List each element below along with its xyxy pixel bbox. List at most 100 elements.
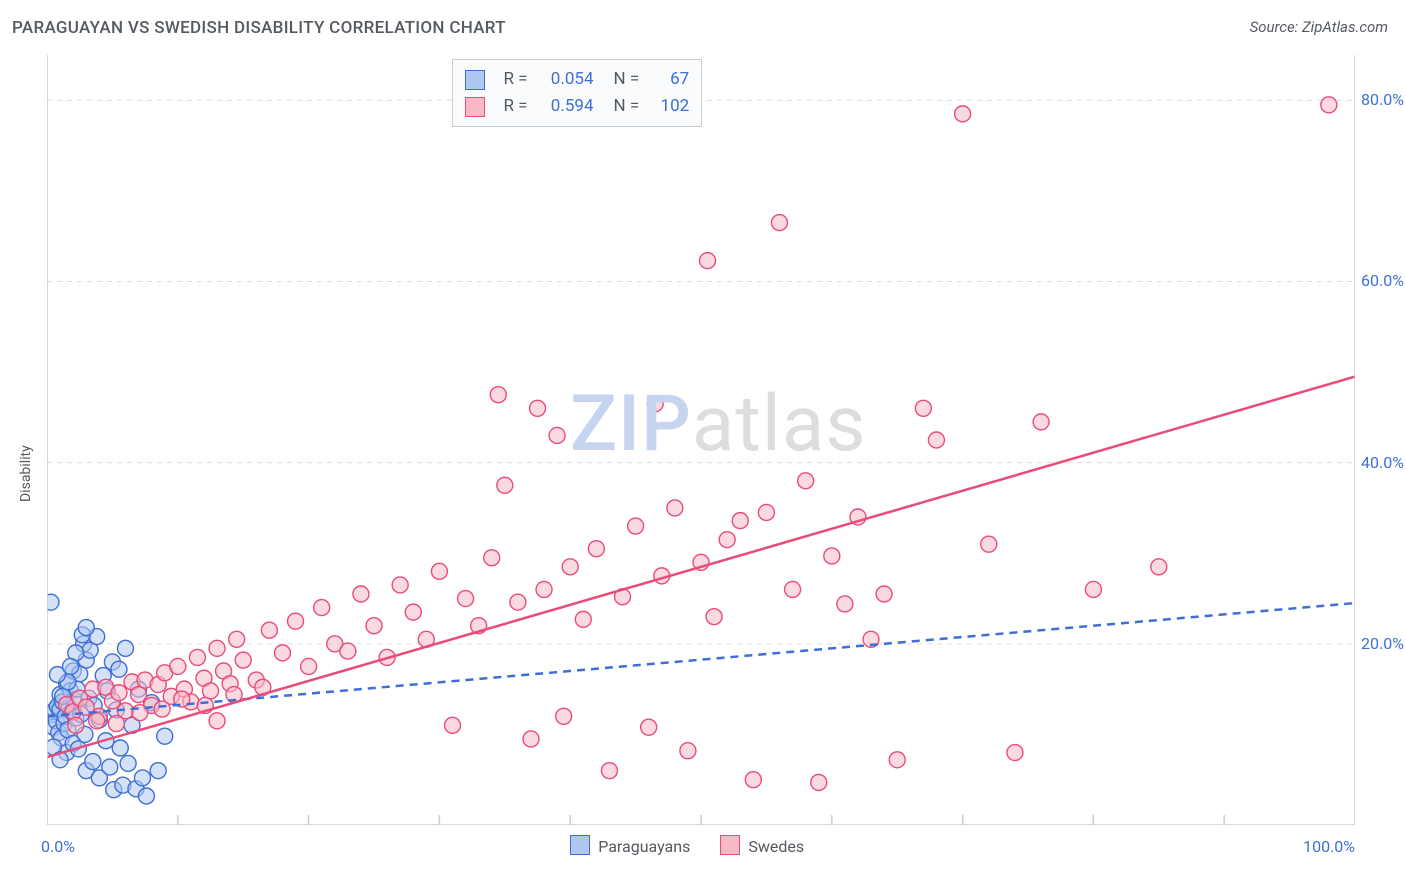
legend-label: Paraguayans — [598, 837, 690, 856]
data-point — [811, 774, 827, 790]
data-point — [111, 685, 127, 701]
data-point — [229, 631, 245, 647]
data-point — [63, 658, 79, 674]
data-point — [157, 728, 173, 744]
data-point — [1033, 414, 1049, 430]
x-tick-label: 0.0% — [41, 837, 75, 856]
legend-item: Paraguayans — [570, 835, 690, 856]
data-point — [536, 581, 552, 597]
data-point — [120, 755, 136, 771]
data-point — [955, 106, 971, 122]
data-point — [235, 652, 251, 668]
data-point — [150, 763, 166, 779]
data-point — [667, 500, 683, 516]
data-point — [47, 594, 59, 610]
r-label: R = — [503, 66, 527, 93]
legend-swatch — [465, 97, 485, 117]
data-point — [117, 640, 133, 656]
legend-label: Swedes — [748, 837, 804, 856]
data-point — [706, 609, 722, 625]
legend-stat-row: R = 0.594 N = 102 — [465, 93, 689, 120]
data-point — [680, 743, 696, 759]
data-point — [431, 563, 447, 579]
chart-title: PARAGUAYAN VS SWEDISH DISABILITY CORRELA… — [12, 18, 506, 38]
n-value: 102 — [649, 93, 689, 120]
y-axis-label: Disability — [18, 445, 34, 502]
data-point — [510, 594, 526, 610]
data-point — [798, 473, 814, 489]
data-point — [138, 788, 154, 804]
data-point — [102, 759, 118, 775]
data-point — [530, 400, 546, 416]
r-value: 0.054 — [538, 66, 594, 93]
data-point — [353, 586, 369, 602]
data-point — [588, 541, 604, 557]
data-point — [928, 432, 944, 448]
series-legend: Paraguayans Swedes — [570, 835, 804, 856]
data-point — [340, 643, 356, 659]
data-point — [189, 649, 205, 665]
data-point — [1007, 745, 1023, 761]
data-point — [85, 754, 101, 770]
data-point — [111, 661, 127, 677]
data-point — [490, 387, 506, 403]
data-point — [732, 513, 748, 529]
x-tick-label: 100.0% — [1303, 837, 1355, 856]
data-point — [68, 717, 84, 733]
data-point — [1151, 559, 1167, 575]
data-point — [288, 613, 304, 629]
data-point — [89, 713, 105, 729]
data-point — [1321, 97, 1337, 113]
y-tick-label: 60.0% — [1361, 271, 1404, 290]
r-label: R = — [503, 93, 527, 120]
y-tick-label: 20.0% — [1361, 634, 1404, 653]
data-point — [112, 740, 128, 756]
data-point — [444, 717, 460, 733]
y-tick-label: 80.0% — [1361, 90, 1404, 109]
data-point — [641, 719, 657, 735]
scatter-plot — [47, 55, 1355, 825]
data-point — [458, 591, 474, 607]
data-point — [209, 640, 225, 656]
data-point — [628, 518, 644, 534]
data-point — [601, 763, 617, 779]
legend-stat-row: R =0.054N =67 — [465, 66, 689, 93]
n-value: 67 — [649, 66, 689, 93]
data-point — [523, 731, 539, 747]
data-point — [301, 658, 317, 674]
data-point — [889, 752, 905, 768]
data-point — [824, 548, 840, 564]
data-point — [170, 658, 186, 674]
data-point — [647, 396, 663, 412]
data-point — [719, 532, 735, 548]
data-point — [771, 215, 787, 231]
legend-swatch — [570, 835, 590, 855]
data-point — [549, 427, 565, 443]
data-point — [392, 577, 408, 593]
data-point — [1085, 581, 1101, 597]
data-point — [314, 600, 330, 616]
data-point — [556, 708, 572, 724]
data-point — [758, 504, 774, 520]
r-value: 0.594 — [538, 93, 594, 120]
data-point — [700, 253, 716, 269]
chart-container: PARAGUAYAN VS SWEDISH DISABILITY CORRELA… — [0, 0, 1406, 892]
data-point — [261, 622, 277, 638]
data-point — [274, 645, 290, 661]
data-point — [876, 586, 892, 602]
source-attribution: Source: ZipAtlas.com — [1250, 18, 1388, 36]
data-point — [366, 618, 382, 634]
data-point — [154, 701, 170, 717]
data-point — [405, 604, 421, 620]
source-prefix: Source: — [1250, 18, 1302, 36]
data-point — [134, 770, 150, 786]
data-point — [108, 716, 124, 732]
correlation-legend: R = 0.054 N = 67R = 0.594 N = 102 — [452, 59, 702, 127]
data-point — [837, 596, 853, 612]
data-point — [131, 687, 147, 703]
data-point — [915, 400, 931, 416]
legend-swatch — [720, 835, 740, 855]
data-point — [497, 477, 513, 493]
n-label: N = — [614, 93, 640, 120]
legend-swatch — [465, 70, 485, 90]
